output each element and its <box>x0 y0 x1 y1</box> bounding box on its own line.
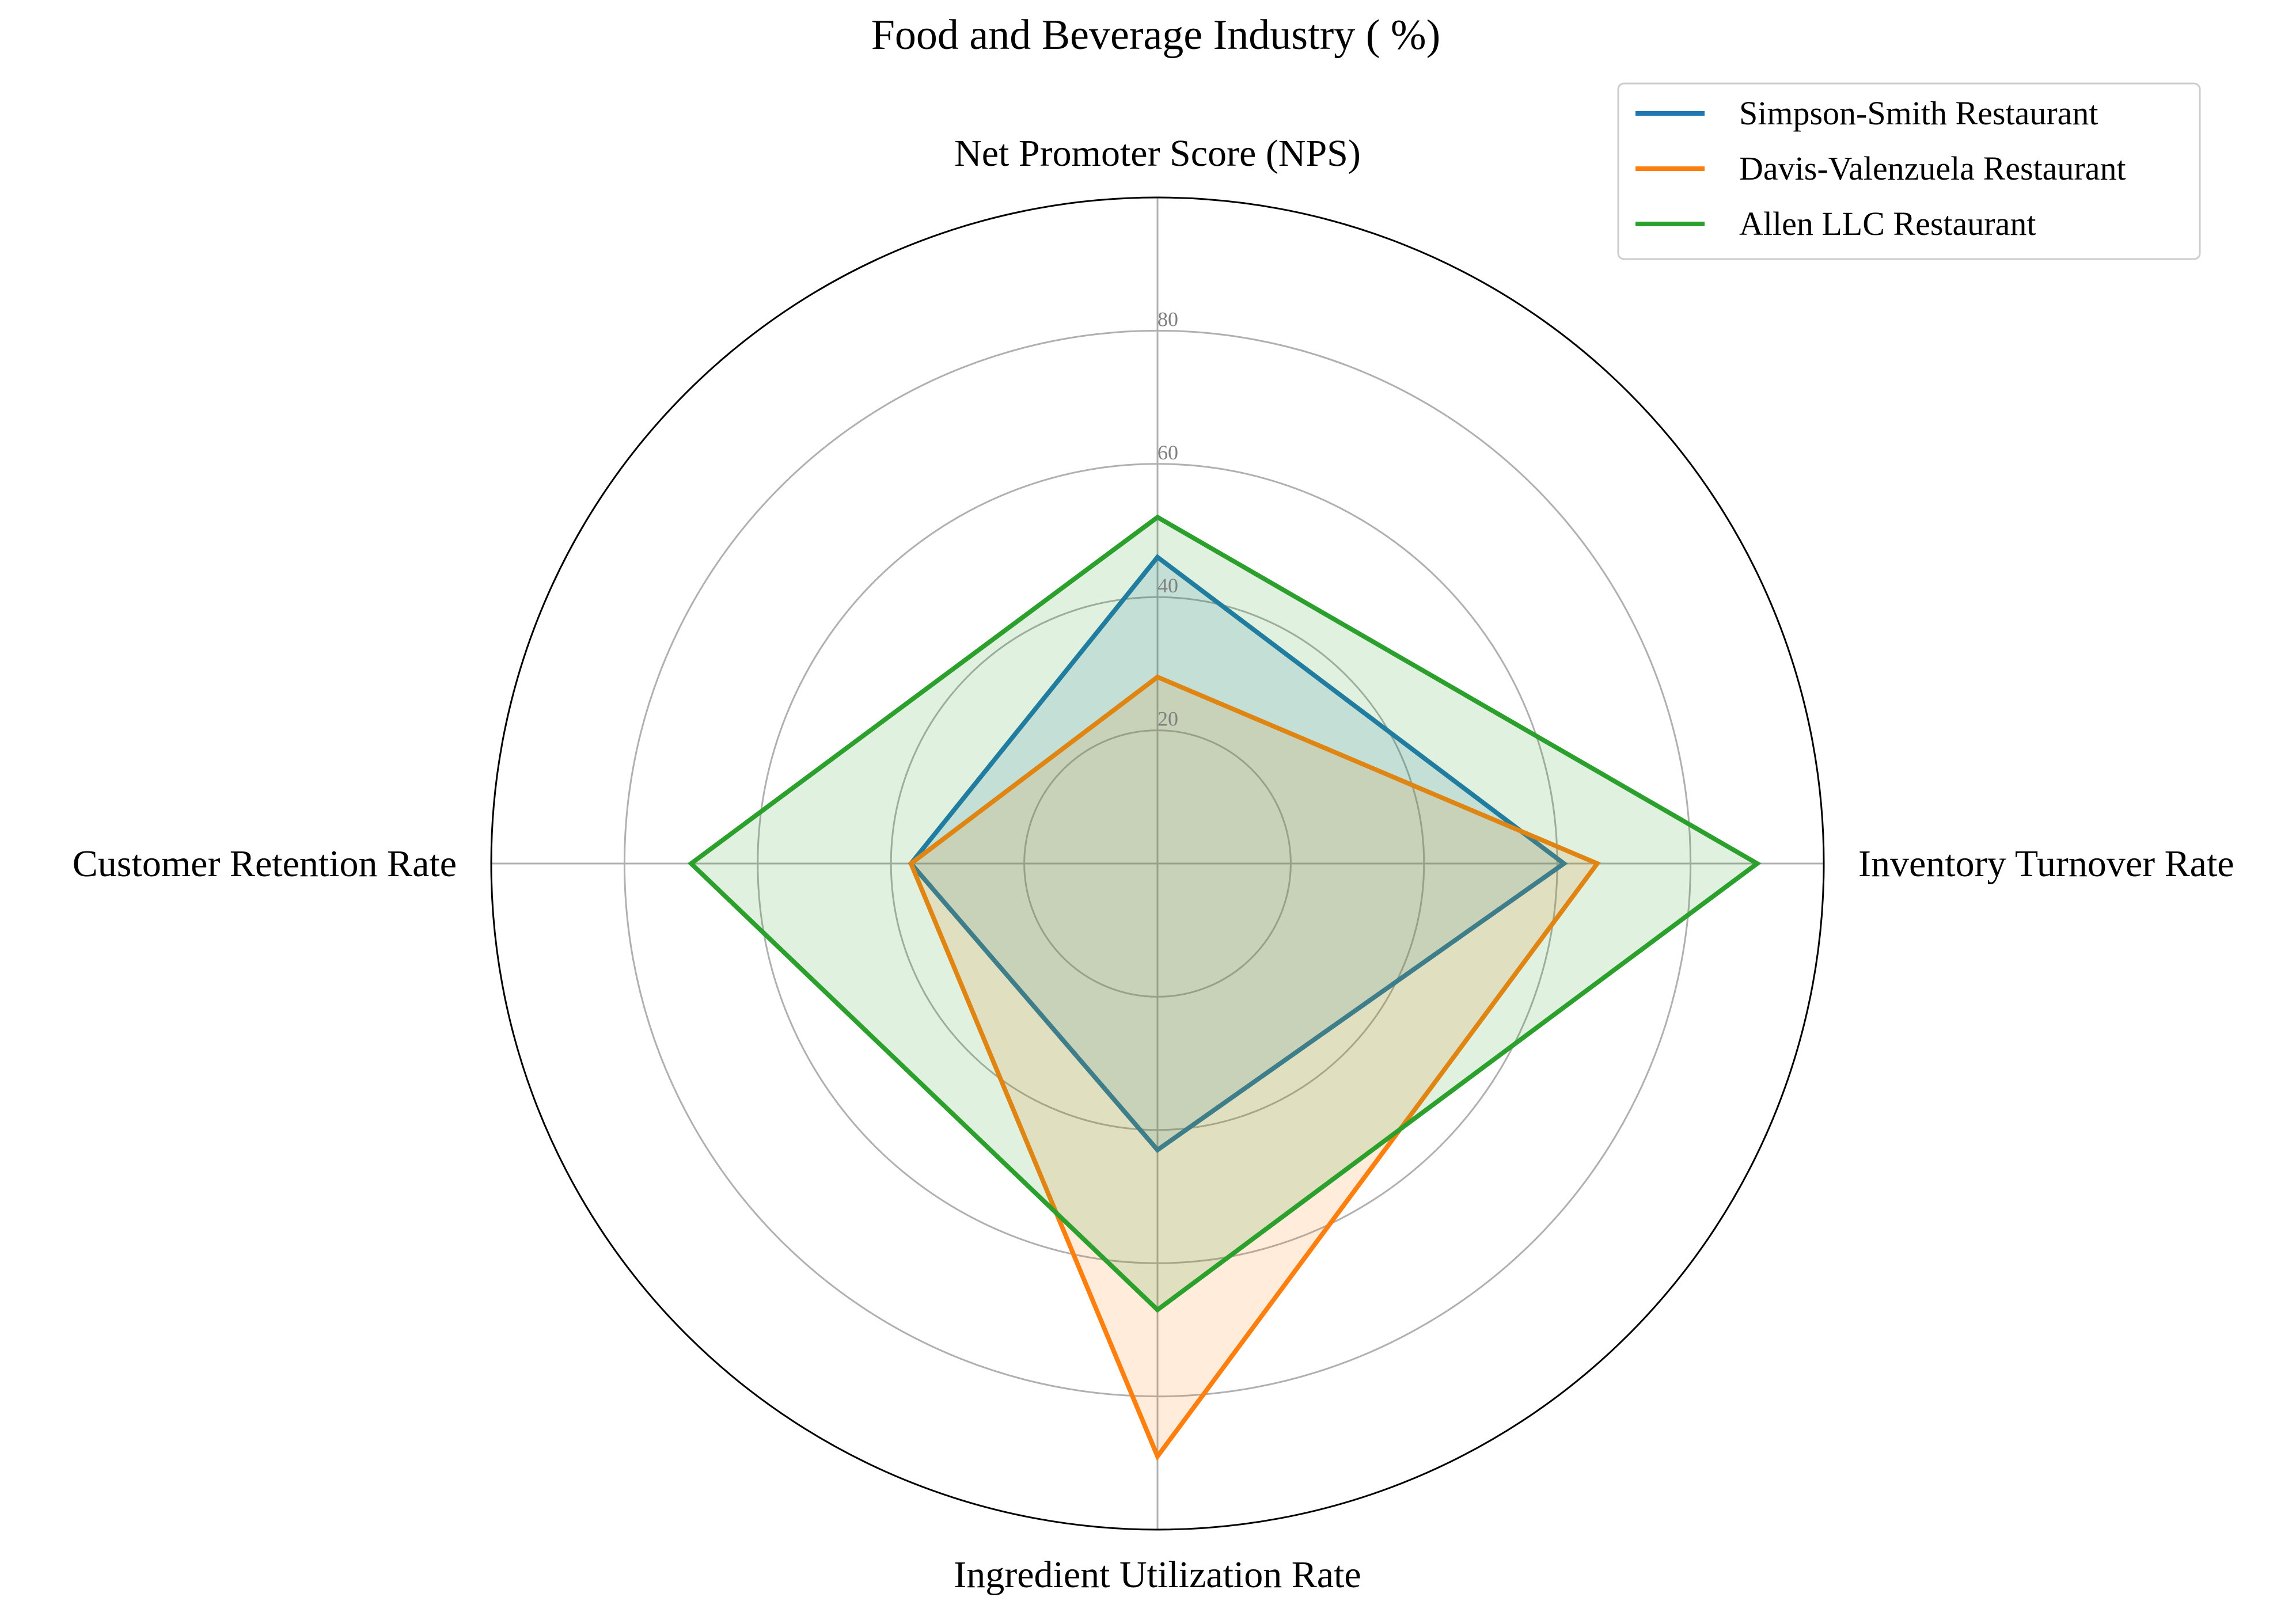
axis-label-0: Net Promoter Score (NPS) <box>954 132 1361 174</box>
radar-series <box>687 514 1762 1461</box>
tick-label-60: 60 <box>1158 441 1178 464</box>
axis-label-2: Ingredient Utilization Rate <box>954 1554 1361 1596</box>
chart-title: Food and Beverage Industry ( %) <box>871 12 1440 59</box>
axis-labels: Net Promoter Score (NPS) Inventory Turnov… <box>73 132 2234 1596</box>
legend-box <box>1617 82 2201 260</box>
tick-label-20: 20 <box>1158 708 1178 731</box>
series-fill-2 <box>691 517 1758 1310</box>
series-fill-0 <box>910 557 1564 1150</box>
series-fill-1 <box>910 677 1597 1457</box>
axis-label-3: Customer Retention Rate <box>73 843 457 885</box>
series-line-0 <box>908 554 1568 1153</box>
legend: Simpson-Smith Restaurant Davis-Valenzuela… <box>1617 82 2201 260</box>
outer-circle <box>490 196 1825 1531</box>
series-line-1 <box>908 674 1601 1461</box>
series-line-2 <box>687 514 1762 1313</box>
axis-label-1: Inventory Turnover Rate <box>1858 843 2234 885</box>
tick-label-40: 40 <box>1158 574 1178 597</box>
legend-label-0: Simpson-Smith Restaurant <box>1739 94 2098 132</box>
legend-label-1: Davis-Valenzuela Restaurant <box>1739 150 2126 187</box>
radar-grid <box>490 196 1825 1531</box>
legend-label-2: Allen LLC Restaurant <box>1739 205 2036 242</box>
radial-ticks: 20 40 60 80 <box>1158 307 1178 730</box>
tick-label-80: 80 <box>1158 307 1178 330</box>
